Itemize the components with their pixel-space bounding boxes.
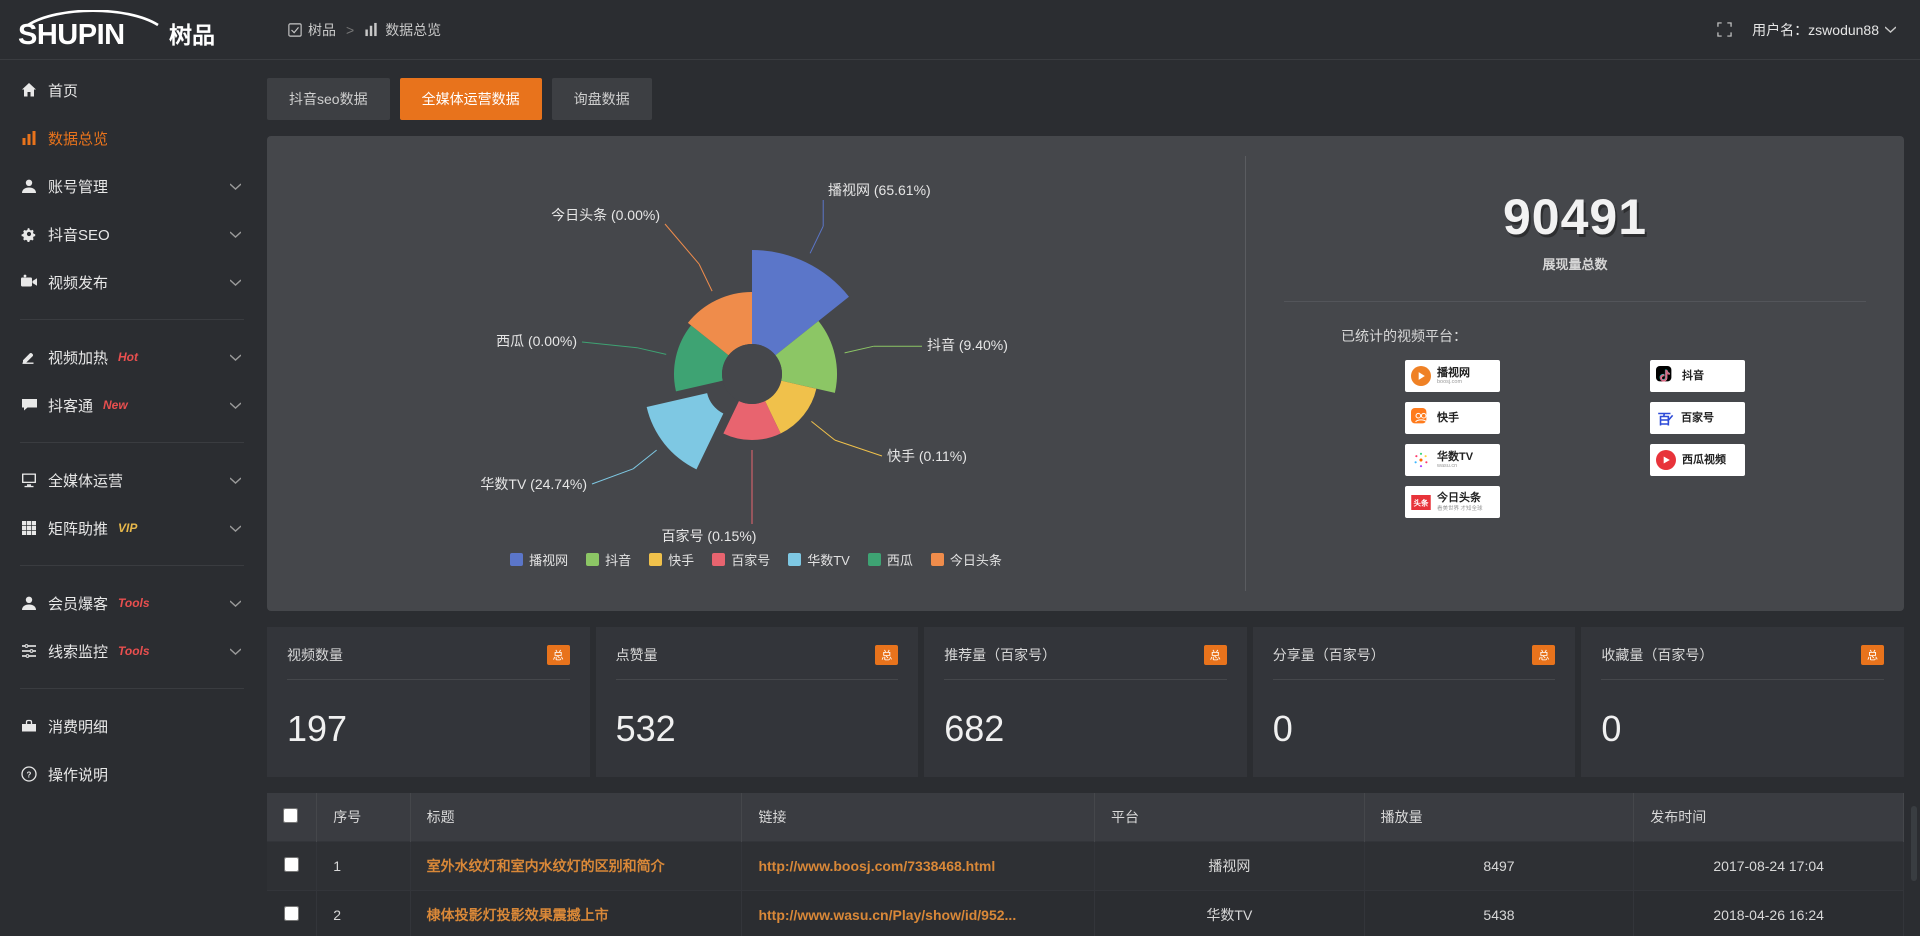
- svg-text:今日头条 (0.00%): 今日头条 (0.00%): [551, 207, 660, 223]
- svg-text:快手 (0.11%): 快手 (0.11%): [887, 448, 967, 464]
- svg-text:头条: 头条: [1414, 497, 1430, 507]
- svg-text:?: ?: [27, 770, 32, 779]
- svg-text:抖音 (9.40%): 抖音 (9.40%): [927, 337, 1008, 353]
- svg-text:百家号 (0.15%): 百家号 (0.15%): [662, 528, 757, 544]
- svg-text:树品: 树品: [169, 22, 215, 48]
- svg-text:西瓜 (0.00%): 西瓜 (0.00%): [496, 333, 577, 349]
- svg-text:播视网 (65.61%): 播视网 (65.61%): [828, 182, 931, 198]
- svg-text:华数TV (24.74%): 华数TV (24.74%): [480, 476, 587, 492]
- svg-text:SHUPIN: SHUPIN: [18, 19, 125, 50]
